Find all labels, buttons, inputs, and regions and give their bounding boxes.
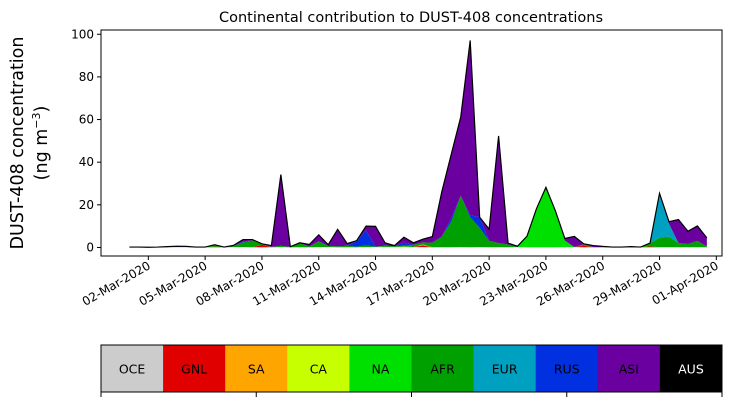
legend-label-afr: AFR (430, 362, 455, 377)
legend-swatch-asi (597, 345, 661, 392)
legend-label-na: NA (371, 362, 389, 377)
area-sa (129, 244, 707, 248)
y-tick-label: 100 (71, 27, 94, 41)
legend-label-ca: CA (310, 362, 328, 377)
y-axis-unit-close: ) (32, 106, 52, 113)
legend-swatch-eur (473, 345, 537, 392)
y-tick-label: 80 (79, 70, 94, 84)
y-axis-unit-sup: −3 (30, 112, 43, 128)
y-tick-label: 60 (79, 113, 94, 127)
area-asi (129, 40, 707, 248)
area-rus (129, 187, 707, 248)
legend-label-aus: AUS (678, 362, 704, 377)
chart-title: Continental contribution to DUST-408 con… (219, 10, 603, 26)
legend-swatch-rus (535, 345, 599, 392)
area-afr (129, 187, 707, 248)
area-layers (129, 40, 708, 248)
y-tick-label: 20 (79, 198, 94, 212)
y-axis-label-unit: (ng m−3) (30, 106, 52, 181)
y-axis-label: DUST-408 concentration (8, 37, 28, 250)
legend-swatch-oce (101, 345, 164, 392)
plot-frame (100, 29, 723, 257)
area-aus (129, 40, 707, 248)
color-legend: OCE GNL SA CA NA AFR EUR RUS ASI AUS (100, 344, 723, 397)
total-outline (129, 40, 708, 248)
legend-label-sa: SA (248, 362, 265, 377)
legend-swatch-afr (411, 345, 474, 392)
legend-swatch-ca (287, 345, 350, 392)
legend-swatch-gnl (163, 345, 226, 392)
y-axis-unit-text: (ng m (32, 129, 52, 181)
legend-swatch-aus (659, 345, 723, 392)
legend-label-gnl: GNL (181, 362, 207, 377)
area-na (129, 187, 707, 248)
legend-label-asi: ASI (619, 362, 639, 377)
legend-label-eur: EUR (492, 362, 518, 377)
y-tick-label: 40 (79, 155, 94, 169)
legend-label-oce: OCE (119, 362, 146, 377)
legend-swatch-sa (225, 345, 288, 392)
y-tick-label: 0 (86, 240, 94, 254)
legend-swatch-na (349, 345, 412, 392)
y-axis: 0 20 40 60 80 100 (71, 27, 101, 254)
area-gnl (129, 244, 707, 248)
legend-label-rus: RUS (554, 362, 580, 377)
area-eur (129, 187, 707, 248)
area-oce (129, 246, 707, 248)
x-axis: 02-Mar-202005-Mar-202008-Mar-202011-Mar-… (80, 256, 721, 309)
